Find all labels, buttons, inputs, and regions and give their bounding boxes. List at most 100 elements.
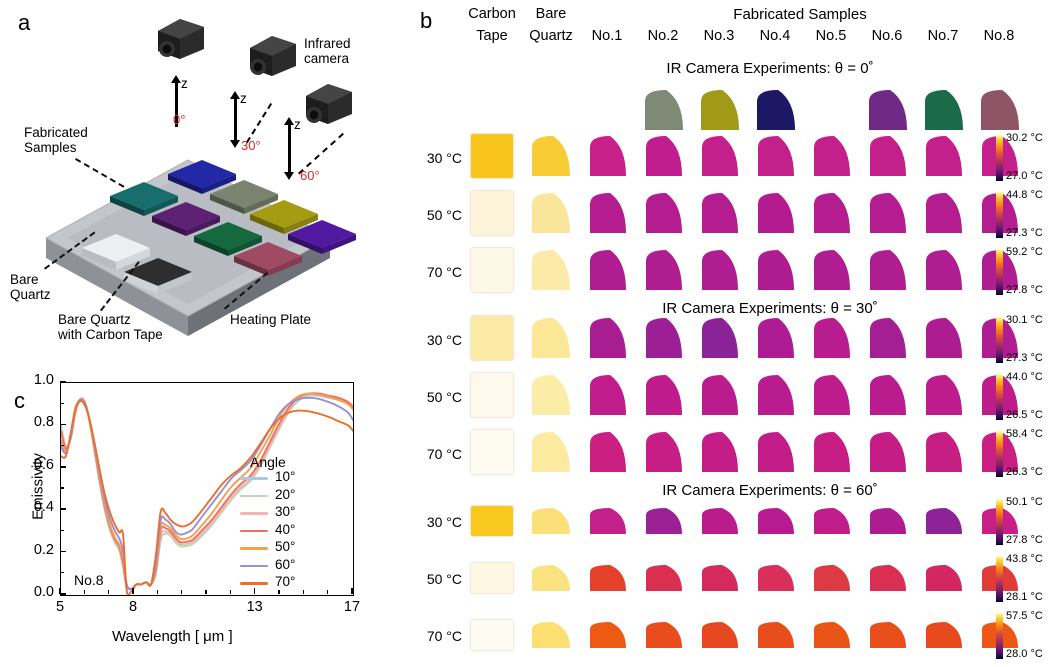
thermal-theta30-row2-no1 (590, 432, 626, 472)
thermal-theta60-row1-no6 (870, 565, 906, 591)
z-axis-0deg-line (175, 82, 178, 127)
thermal-theta0-row2-no1 (590, 250, 626, 290)
chart-xticklabel-1: 8 (128, 599, 138, 615)
panel-a-schematic: a Infrared camera z 0° z 30° z 60° (0, 0, 430, 360)
thermal-theta30-row0-no6 (870, 318, 906, 358)
thermal-theta60-row2-carbon-tape (471, 620, 513, 650)
chart-legend-swatch-30deg (240, 512, 268, 515)
infrared-camera-0deg-icon (158, 19, 204, 59)
colorbar-theta0-row2 (996, 249, 1003, 295)
column-header-no4: No.4 (759, 28, 791, 44)
thermal-theta0-row2-no7 (926, 250, 962, 290)
thermal-theta0-row2-no4 (758, 250, 794, 290)
photo-sample-no3 (701, 90, 739, 130)
bare-quartz-carbon-label: Bare Quartz with Carbon Tape (58, 312, 163, 342)
colorbar-max-theta60-row2: 57.5 °C (1006, 610, 1043, 622)
chart-ytick-1 (60, 550, 66, 553)
thermal-theta60-row1-no3 (702, 565, 738, 591)
thermal-theta0-row1-no4 (758, 193, 794, 233)
chart-yticklabel-0: 0.0 (33, 584, 54, 600)
chip-no5 (234, 242, 302, 276)
thermal-theta0-row1-bare-quartz (532, 193, 570, 233)
chart-xticklabel-3: 17 (343, 599, 361, 615)
thermal-theta60-row0-no1 (590, 508, 626, 534)
chart-legend-swatch-10deg (240, 477, 268, 480)
thermal-theta60-row2-no6 (870, 622, 906, 648)
row-label-theta0-0: 30 °C (426, 150, 462, 166)
chart-yticklabel-5: 1.0 (33, 372, 54, 388)
row-label-theta0-2: 70 °C (426, 264, 462, 280)
chip-no8 (288, 220, 356, 254)
row-label-theta60-2: 70 °C (426, 628, 462, 644)
thermal-theta0-row0-no2 (646, 136, 682, 176)
colorbar-theta0-row0 (996, 135, 1003, 181)
panel-b-ir-experiments: b Fabricated Samples Carbon Tape Bare Quartz… (420, 0, 1052, 667)
column-header-carbon-tape-line1: Carbon (468, 6, 516, 22)
chart-ytick-0 (60, 593, 66, 595)
colorbar-max-theta0-row2: 59.2 °C (1006, 246, 1043, 258)
row-label-theta0-1: 50 °C (426, 207, 462, 223)
column-header-carbon-tape: Tape (476, 28, 508, 44)
section-title-theta60: IR Camera Experiments: θ = 60˚ (662, 482, 878, 499)
angle-60deg-label: 60° (300, 168, 320, 183)
chart-xtick-0 (59, 588, 61, 594)
colorbar-max-theta30-row1: 44.0 °C (1006, 371, 1043, 383)
chart-annotation: No.8 (74, 572, 104, 588)
column-header-no2: No.2 (647, 28, 679, 44)
bare-quartz-label: Bare Quartz (10, 272, 51, 302)
z-axis-30deg-arrowhead-down (230, 140, 240, 148)
colorbar-min-theta30-row2: 26.3 °C (1006, 466, 1043, 478)
chart-curves (61, 392, 353, 595)
chip-no4 (168, 160, 236, 194)
thermal-theta30-row1-no7 (926, 375, 962, 415)
column-header-no3: No.3 (703, 28, 735, 44)
thermal-theta30-row0-no7 (926, 318, 962, 358)
section-title-theta0: IR Camera Experiments: θ = 0˚ (666, 60, 874, 77)
thermal-theta0-row2-no2 (646, 250, 682, 290)
chip-carbon-tape (124, 258, 192, 294)
infrared-camera-30deg-icon (250, 36, 296, 76)
thermal-theta0-row1-no1 (590, 193, 626, 233)
colorbar-theta0-row1 (996, 192, 1003, 238)
chart-legend-label-30deg: 30° (275, 504, 296, 519)
chart-xtick-minor-14 (278, 590, 280, 594)
chart-legend-label-50deg: 50° (275, 539, 296, 554)
thermal-theta0-row0-no3 (702, 136, 738, 176)
z-label-60deg: z (294, 117, 301, 132)
row-label-theta30-2: 70 °C (426, 446, 462, 462)
panel-c-emissivity-chart: c 0.0 0.2 0.4 0.6 0.8 1.0 5 8 13 17 Wavelength [ … (0, 360, 430, 667)
thermal-theta30-row0-no2 (646, 318, 682, 358)
thermal-theta0-row0-no1 (590, 136, 626, 176)
colorbar-min-theta0-row2: 27.8 °C (1006, 284, 1043, 296)
thermal-theta60-row0-no5 (814, 508, 850, 534)
chart-axes: 0.0 0.2 0.4 0.6 0.8 1.0 5 8 13 17 (0, 360, 430, 667)
heating-plate-label: Heating Plate (230, 312, 312, 327)
column-header-no5: No.5 (815, 28, 847, 44)
chart-legend: Angle 10° 20° 30° 40° 50° 60° 70° (0, 360, 430, 667)
photo-sample-no6 (869, 90, 907, 130)
colorbar-max-theta0-row0: 30.2 °C (1006, 132, 1043, 144)
thermal-theta0-row0-no4 (758, 136, 794, 176)
chart-xtick-3 (351, 588, 353, 594)
z-label-30deg: z (240, 91, 247, 106)
thermal-theta0-row2-carbon-tape (471, 248, 513, 292)
thermal-theta0-row0-no6 (870, 136, 906, 176)
chart-ytick-2 (60, 508, 66, 510)
thermal-theta60-row1-no4 (758, 565, 794, 591)
thermal-theta60-row2-no3 (702, 622, 738, 648)
thermal-theta60-row0-bare-quartz (532, 508, 570, 534)
thermal-theta30-row2-no7 (926, 432, 962, 472)
chart-xtick-minor-15 (302, 590, 305, 594)
photo-sample-no2 (645, 90, 683, 130)
chart-ytick-3 (60, 466, 66, 468)
colorbar-theta30-row0 (996, 317, 1003, 363)
thermal-theta30-row1-no3 (702, 375, 738, 415)
thermal-theta30-row1-no6 (870, 375, 906, 415)
chart-yticklabel-2: 0.4 (33, 499, 54, 516)
thermal-theta0-row2-no6 (870, 250, 906, 290)
thermal-theta0-row2-bare-quartz (532, 250, 570, 290)
colorbar-max-theta60-row0: 50.1 °C (1006, 496, 1043, 508)
colorbar-min-theta60-row2: 28.0 °C (1006, 648, 1043, 660)
thermal-theta30-row0-carbon-tape (471, 316, 513, 360)
chart-xtick-minor-16 (326, 590, 329, 594)
